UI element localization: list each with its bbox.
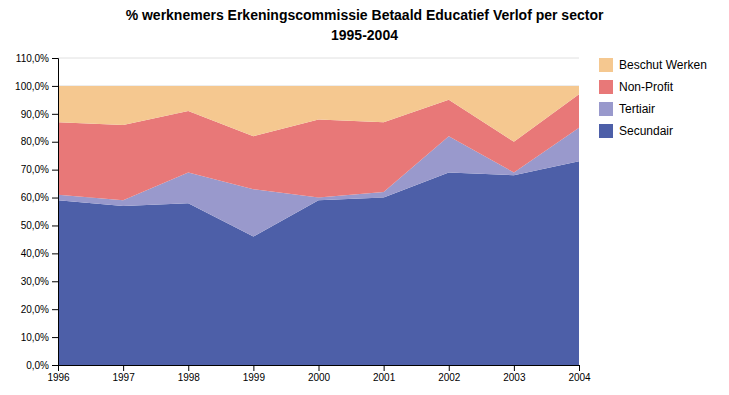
legend-label: Secundair xyxy=(619,124,673,138)
tick-label: 1997 xyxy=(113,372,136,383)
x-axis: 1996 1997 1998 1999 2000 2001 2002 2003 2004 xyxy=(47,365,591,383)
y-tick: 50,0% xyxy=(21,220,58,231)
y-tick: 20,0% xyxy=(21,304,58,315)
tick-label: 2002 xyxy=(438,372,461,383)
axis-line xyxy=(59,366,580,372)
legend-swatch xyxy=(599,124,613,138)
x-tick: 1997 xyxy=(113,365,136,383)
axis-line xyxy=(52,59,59,366)
tick-label: 1999 xyxy=(243,372,266,383)
tick-mark xyxy=(52,142,58,143)
tick-mark xyxy=(123,365,124,371)
tick-label: 1998 xyxy=(178,372,201,383)
tick-mark xyxy=(384,365,385,371)
tick-mark xyxy=(514,365,515,371)
tick-mark xyxy=(52,225,58,226)
legend-swatch xyxy=(599,80,613,94)
areas xyxy=(58,86,579,365)
tick-mark xyxy=(52,309,58,310)
x-tick: 2004 xyxy=(568,365,591,383)
tick-label: 80,0% xyxy=(21,136,49,147)
grid-line xyxy=(58,58,579,59)
x-tick: 2000 xyxy=(308,365,331,383)
legend-swatch xyxy=(599,102,613,116)
tick-label: 60,0% xyxy=(21,192,49,203)
tick-label: 100,0% xyxy=(15,81,49,92)
tick-label: 40,0% xyxy=(21,248,49,259)
tick-mark xyxy=(52,281,58,282)
tick-label: 2000 xyxy=(308,372,331,383)
tick-mark xyxy=(52,86,58,87)
tick-label: 110,0% xyxy=(16,53,49,64)
tick-mark xyxy=(52,337,58,338)
plot: 1996 1997 1998 1999 2000 2001 2002 2003 2004 0,0%… xyxy=(15,53,591,383)
y-tick: 0,0% xyxy=(26,360,58,371)
title: % werknemers Erkeningscommissie Betaald … xyxy=(126,7,604,23)
tick-mark xyxy=(52,365,58,366)
tick-label: 30,0% xyxy=(21,276,49,287)
tick-label: 20,0% xyxy=(21,304,49,315)
tick-mark xyxy=(52,253,58,254)
legend-label: Non-Profit xyxy=(619,80,674,94)
grid xyxy=(58,58,579,365)
y-tick: 60,0% xyxy=(21,192,58,203)
tick-mark xyxy=(52,58,58,59)
legend-item: Secundair xyxy=(599,124,673,138)
subtitle: 1995-2004 xyxy=(331,27,398,43)
tick-mark xyxy=(253,365,254,371)
x-tick: 2001 xyxy=(373,365,396,383)
legend-item: Non-Profit xyxy=(599,80,674,94)
tick-label: 90,0% xyxy=(21,109,49,120)
tick-label: 2004 xyxy=(568,372,591,383)
legend-label: Beschut Werken xyxy=(619,58,707,72)
legend: Beschut Werken Non-Profit Tertiair Secundai… xyxy=(599,58,707,138)
y-tick: 70,0% xyxy=(21,164,58,175)
tick-mark xyxy=(319,365,320,371)
tick-label: 1996 xyxy=(47,372,70,383)
tick-mark xyxy=(52,114,58,115)
legend-swatch xyxy=(599,58,613,72)
y-tick: 100,0% xyxy=(15,81,58,92)
area xyxy=(58,86,579,142)
x-tick: 1996 xyxy=(47,365,70,383)
y-axis: 0,0% 10,0% 20,0% 30,0% 40,0% 50,0% 60,0% 70,0% 8… xyxy=(15,53,58,371)
y-tick: 90,0% xyxy=(21,109,58,120)
chart: % werknemers Erkeningscommissie Betaald … xyxy=(0,0,729,395)
y-tick: 30,0% xyxy=(21,276,58,287)
tick-label: 2001 xyxy=(373,372,396,383)
x-tick: 2003 xyxy=(503,365,526,383)
y-tick: 80,0% xyxy=(21,136,58,147)
y-tick: 10,0% xyxy=(21,332,58,343)
tick-mark xyxy=(449,365,450,371)
tick-label: 2003 xyxy=(503,372,526,383)
legend-item: Tertiair xyxy=(599,102,655,116)
legend-label: Tertiair xyxy=(619,102,655,116)
x-tick: 1998 xyxy=(178,365,201,383)
tick-label: 50,0% xyxy=(21,220,49,231)
tick-mark xyxy=(579,365,580,371)
x-tick: 2002 xyxy=(438,365,461,383)
tick-mark xyxy=(188,365,189,371)
y-tick: 110,0% xyxy=(16,53,58,64)
y-tick: 40,0% xyxy=(21,248,58,259)
tick-mark xyxy=(52,170,58,171)
tick-label: 70,0% xyxy=(21,164,49,175)
x-tick: 1999 xyxy=(243,365,266,383)
tick-label: 0,0% xyxy=(26,360,49,371)
tick-mark xyxy=(52,198,58,199)
legend-item: Beschut Werken xyxy=(599,58,707,72)
tick-label: 10,0% xyxy=(21,332,49,343)
